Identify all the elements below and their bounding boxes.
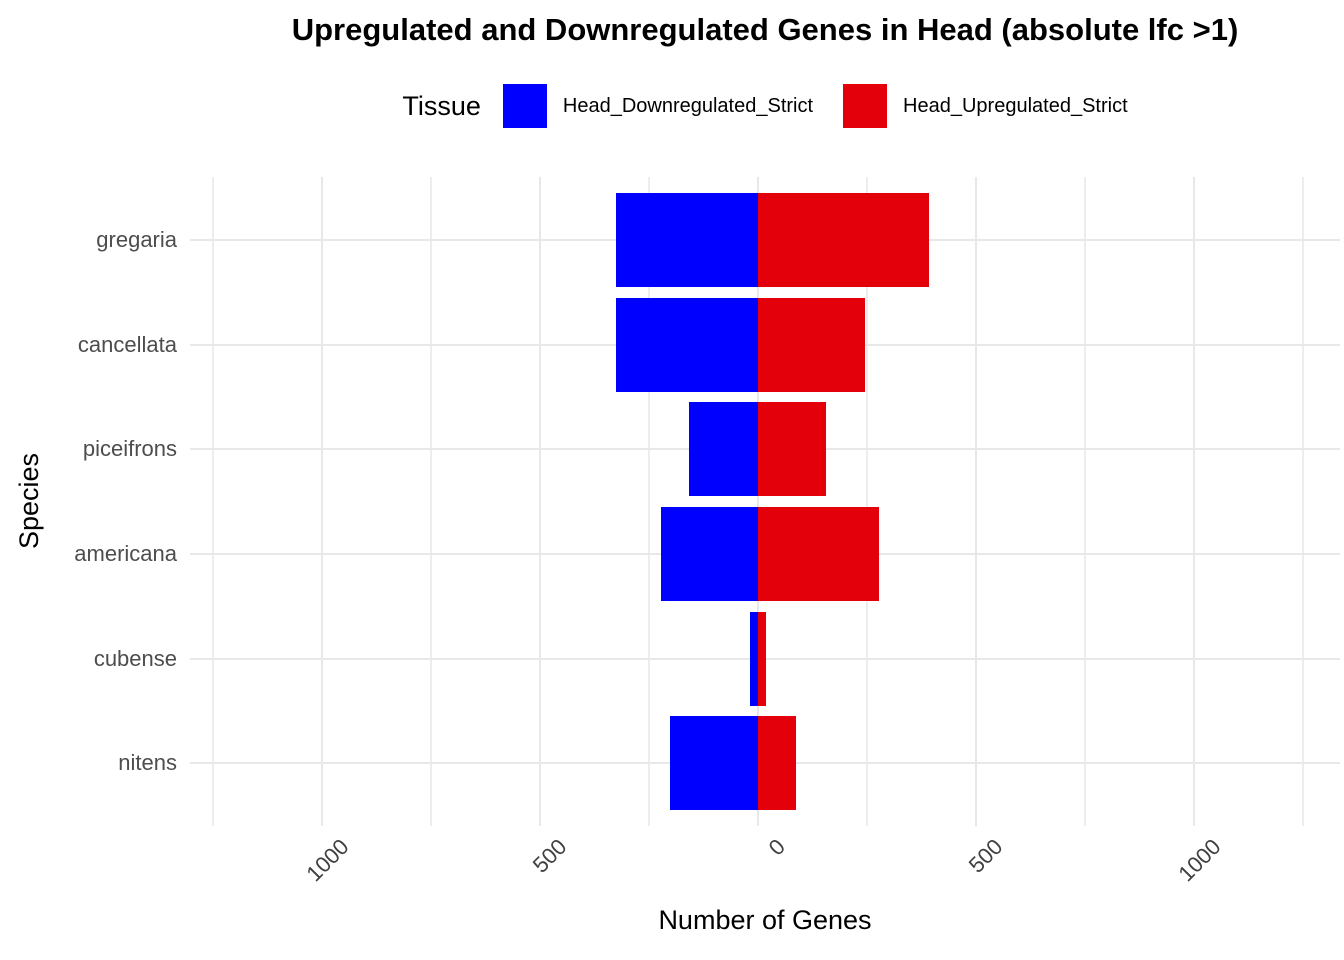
bar-upregulated-gregaria [758,192,929,287]
y-tick-label-cubense: cubense [93,645,177,671]
gridline-vertical-minor [430,177,433,826]
bar-upregulated-cubense [758,611,766,706]
gridline-vertical-minor [1301,177,1304,826]
gridline-vertical-major [757,177,759,826]
legend-item-upregulated: Head_Upregulated_Strict [843,84,1128,128]
y-tick-label-piceifrons: piceifrons [82,436,177,462]
bar-downregulated-nitens [670,716,758,811]
chart-title: Upregulated and Downregulated Genes in H… [291,12,1239,47]
legend-key-downregulated-swatch [502,84,547,128]
bar-downregulated-cubense [749,611,758,706]
x-tick-label: 1000 [301,834,354,887]
y-tick-label-americana: americana [74,540,177,566]
legend: Tissue Head_Downregulated_Strict Head_Up… [190,83,1340,129]
bar-downregulated-cancellata [615,297,758,392]
bar-upregulated-nitens [758,716,797,811]
legend-key-upregulated-swatch [843,84,888,128]
y-tick-label-nitens: nitens [118,750,177,776]
legend-item-downregulated: Head_Downregulated_Strict [502,84,814,128]
legend-title: Tissue [402,90,481,121]
x-tick-label: 500 [964,834,1008,878]
x-axis-title: Number of Genes [658,905,872,935]
bar-upregulated-americana [758,506,880,601]
bar-downregulated-americana [660,506,758,601]
y-tick-label-cancellata: cancellata [77,331,177,357]
bar-downregulated-piceifrons [689,402,758,497]
y-axis-title: Species [14,452,44,550]
gridline-vertical-minor [212,177,215,826]
gridline-vertical-major [539,177,542,826]
x-tick-label: 0 [763,834,790,861]
legend-label-upregulated: Head_Upregulated_Strict [903,94,1128,117]
gridline-vertical-major [1193,177,1195,826]
plot-panel [190,177,1340,826]
legend-label-downregulated: Head_Downregulated_Strict [562,94,814,117]
x-tick-label: 1000 [1173,834,1226,887]
gridline-vertical-major [975,177,977,826]
gridline-vertical-minor [866,177,868,826]
x-tick-label: 500 [528,834,572,878]
gridline-vertical-minor [1084,177,1086,826]
gridline-vertical-major [321,177,324,826]
y-tick-label-gregaria: gregaria [96,226,177,252]
bar-upregulated-cancellata [758,297,865,392]
bar-upregulated-piceifrons [758,402,827,497]
bar-downregulated-gregaria [615,192,759,287]
gridline-vertical-minor [648,177,650,826]
